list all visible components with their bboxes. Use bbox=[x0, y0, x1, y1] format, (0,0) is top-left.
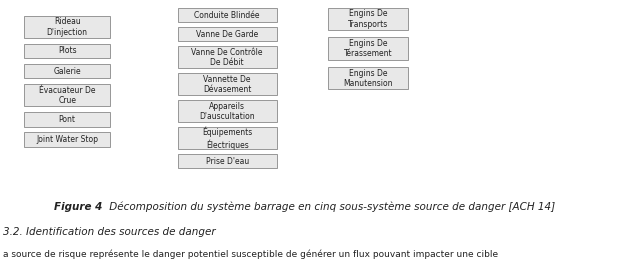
Text: Galerie: Galerie bbox=[53, 67, 81, 76]
Text: Vanne De Garde: Vanne De Garde bbox=[196, 30, 259, 39]
Text: Prise D'eau: Prise D'eau bbox=[205, 157, 249, 166]
FancyBboxPatch shape bbox=[24, 84, 110, 106]
FancyBboxPatch shape bbox=[177, 100, 277, 122]
Text: Décomposition du système barrage en cinq sous-système source de danger [ACH 14]: Décomposition du système barrage en cinq… bbox=[106, 202, 555, 212]
Text: Vanne De Contrôle
De Débit: Vanne De Contrôle De Débit bbox=[191, 47, 263, 67]
Text: Appareils
D'auscultation: Appareils D'auscultation bbox=[200, 101, 255, 121]
FancyBboxPatch shape bbox=[177, 27, 277, 41]
Text: Vannette De
Dévasement: Vannette De Dévasement bbox=[203, 74, 252, 94]
Text: Équipements
Électriques: Équipements Électriques bbox=[202, 127, 252, 150]
FancyBboxPatch shape bbox=[177, 73, 277, 95]
FancyBboxPatch shape bbox=[24, 44, 110, 58]
FancyBboxPatch shape bbox=[24, 132, 110, 147]
FancyBboxPatch shape bbox=[177, 46, 277, 68]
FancyBboxPatch shape bbox=[177, 154, 277, 168]
Text: a source de risque représente le danger potentiel susceptible de générer un flux: a source de risque représente le danger … bbox=[3, 249, 499, 259]
Text: Engins De
Transports: Engins De Transports bbox=[348, 9, 388, 29]
FancyBboxPatch shape bbox=[328, 37, 408, 60]
FancyBboxPatch shape bbox=[24, 16, 110, 38]
Text: Pont: Pont bbox=[59, 115, 76, 124]
Text: Figure 4: Figure 4 bbox=[54, 202, 103, 212]
Text: Engins De
Térassement: Engins De Térassement bbox=[344, 39, 392, 58]
Text: Évacuateur De
Crue: Évacuateur De Crue bbox=[39, 85, 95, 105]
FancyBboxPatch shape bbox=[177, 127, 277, 149]
FancyBboxPatch shape bbox=[177, 8, 277, 22]
FancyBboxPatch shape bbox=[328, 67, 408, 89]
Text: 3.2. Identification des sources de danger: 3.2. Identification des sources de dange… bbox=[3, 227, 216, 237]
Text: Rideau
D'injection: Rideau D'injection bbox=[47, 17, 88, 37]
Text: Engins De
Manutension: Engins De Manutension bbox=[343, 68, 393, 88]
FancyBboxPatch shape bbox=[24, 112, 110, 127]
Text: Conduite Blindée: Conduite Blindée bbox=[195, 10, 260, 20]
Text: Joint Water Stop: Joint Water Stop bbox=[36, 135, 98, 144]
FancyBboxPatch shape bbox=[328, 8, 408, 30]
Text: Plots: Plots bbox=[58, 46, 77, 56]
FancyBboxPatch shape bbox=[24, 64, 110, 78]
